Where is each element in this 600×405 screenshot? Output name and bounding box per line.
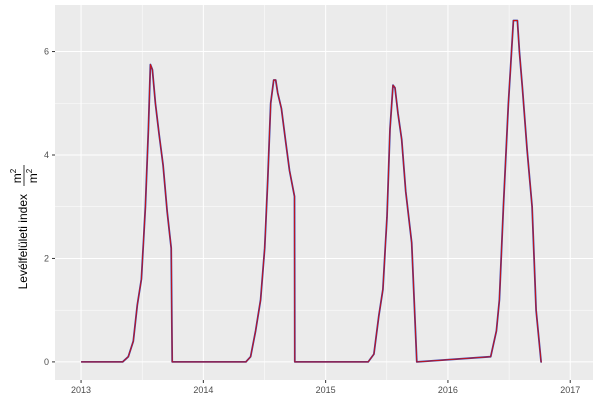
y-axis-label: Levélfelületi index [16, 194, 30, 289]
y-tick-label: 2 [44, 253, 49, 263]
y-tick-label: 6 [44, 47, 49, 57]
y-axis-unit-numerator: m2 [9, 168, 24, 183]
y-axis-title: Levélfelületi index m2 m2 [9, 165, 40, 289]
x-tick-label: 2013 [71, 385, 91, 395]
y-axis-unit-denominator: m2 [25, 168, 40, 183]
x-tick-label: 2014 [193, 385, 213, 395]
y-tick-label: 4 [44, 150, 49, 160]
x-tick-label: 2016 [438, 385, 458, 395]
x-tick-label: 2017 [560, 385, 580, 395]
x-tick-label: 2015 [316, 385, 336, 395]
y-tick-label: 0 [44, 357, 49, 367]
series-line-2 [81, 20, 542, 363]
